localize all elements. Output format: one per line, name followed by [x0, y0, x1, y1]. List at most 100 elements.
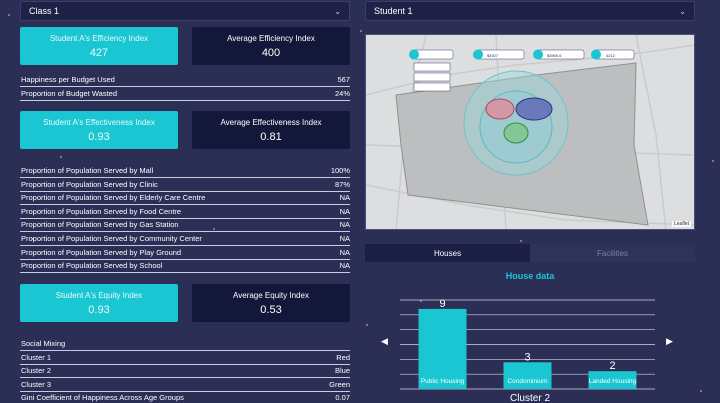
row-value: Red: [336, 353, 350, 362]
population-row: Proportion of Population Served by Gas S…: [20, 219, 350, 232]
student-select[interactable]: Student 1 ⌄: [365, 1, 695, 21]
average-effectiveness-label: Average Effectiveness Index: [220, 117, 322, 127]
map-marker-label: 4212: [606, 53, 616, 58]
map-view[interactable]: $4927 $3900.6 4212 Leaflet: [365, 34, 695, 230]
row-label: Proportion of Population Served by Clini…: [21, 180, 158, 189]
background-star: [60, 156, 62, 158]
map-attribution[interactable]: Leaflet: [671, 221, 691, 227]
social-row: Cluster 1 Red: [20, 352, 350, 365]
student-select-value: Student 1: [374, 6, 413, 16]
category-label: Public Housing: [421, 378, 465, 385]
house-bar-chart: 9 Public Housing 3 Condominium 2 Landed Housi…: [400, 298, 655, 403]
student-effectiveness-card: Student A's Effectiveness Index 0.93: [20, 111, 178, 149]
class-select[interactable]: Class 1 ⌄: [20, 1, 350, 21]
row-value: 87%: [334, 180, 350, 189]
background-star: [213, 228, 215, 230]
social-row: Gini Coefficient of Happiness Across Age…: [20, 392, 350, 403]
row-label: Happiness per Budget Used: [21, 75, 115, 84]
category-label: Landed Housing: [589, 378, 637, 385]
row-value: 24%: [334, 89, 350, 98]
row-label: Proportion of Population Served by Food …: [21, 207, 182, 216]
row-value: 567: [337, 75, 350, 84]
row-value: NA: [339, 248, 350, 257]
bar-value-label: 3: [524, 351, 530, 363]
previous-arrow-icon[interactable]: ◀: [381, 336, 388, 346]
row-label: Cluster 2: [21, 366, 52, 375]
population-row: Proportion of Population Served by Elder…: [20, 192, 350, 205]
average-effectiveness-card: Average Effectiveness Index 0.81: [192, 111, 350, 149]
category-label: Condominium: [507, 378, 547, 385]
map-marker-label: $3900.6: [547, 53, 562, 58]
row-value: NA: [339, 207, 350, 216]
row-label: Proportion of Budget Wasted: [21, 89, 118, 98]
background-star: [712, 160, 714, 162]
tab-houses[interactable]: Houses: [365, 244, 530, 262]
chevron-down-icon: ⌄: [334, 6, 341, 16]
row-label: Proportion of Population Served by Gas S…: [21, 220, 179, 229]
average-equity-card: Average Equity Index 0.53: [192, 284, 350, 322]
efficiency-row: Happiness per Budget Used 567: [20, 74, 350, 87]
cluster-red: [485, 98, 515, 120]
student-effectiveness-label: Student A's Effectiveness Index: [43, 117, 155, 127]
student-equity-value: 0.93: [88, 303, 110, 316]
bar: [503, 362, 552, 389]
row-label: Proportion of Population Served by Schoo…: [21, 261, 163, 270]
tab-bar: Houses Facilities: [365, 244, 695, 262]
row-label: Proportion of Population Served by Commu…: [21, 234, 202, 243]
chevron-down-icon: ⌄: [679, 6, 686, 16]
average-efficiency-value: 400: [261, 46, 281, 59]
population-row: Proportion of Population Served by Play …: [20, 247, 350, 260]
row-label: Proportion of Population Served by Elder…: [21, 193, 206, 202]
class-select-value: Class 1: [29, 6, 60, 16]
background-star: [700, 390, 702, 392]
map-top-markers: $4927 $3900.6 4212: [409, 49, 635, 60]
student-efficiency-label: Student A's Efficiency Index: [49, 33, 149, 43]
average-efficiency-label: Average Efficiency Index: [227, 33, 315, 43]
chart-title: House data: [505, 271, 555, 281]
population-row: Proportion of Population Served by Clini…: [20, 179, 350, 192]
population-row: Proportion of Population Served by Commu…: [20, 233, 350, 246]
map-canvas: $4927 $3900.6 4212: [366, 35, 694, 229]
social-row: Cluster 3 Green: [20, 379, 350, 392]
row-value: NA: [339, 234, 350, 243]
student-efficiency-value: 427: [89, 46, 109, 59]
average-equity-label: Average Equity Index: [233, 290, 309, 300]
population-row: Proportion of Population Served by Schoo…: [20, 260, 350, 273]
row-value: NA: [339, 193, 350, 202]
population-row: Proportion of Population Served by Mall …: [20, 165, 350, 178]
row-value: 0.07: [335, 393, 350, 402]
student-efficiency-card: Student A's Efficiency Index 427: [20, 27, 178, 65]
next-arrow-icon[interactable]: ▶: [666, 336, 673, 346]
student-equity-card: Student A's Equity Index 0.93: [20, 284, 178, 322]
bar-value-label: 2: [609, 360, 615, 372]
row-label: Gini Coefficient of Happiness Across Age…: [21, 393, 184, 402]
cluster-green: [503, 122, 529, 144]
student-effectiveness-value: 0.93: [88, 130, 110, 143]
row-value: NA: [339, 261, 350, 270]
average-effectiveness-value: 0.81: [260, 130, 282, 143]
row-value: NA: [339, 220, 350, 229]
background-star: [8, 14, 10, 16]
row-value: 100%: [330, 166, 350, 175]
row-label: Proportion of Population Served by Mall: [21, 166, 154, 175]
row-label: Social Mixing: [21, 339, 66, 348]
map-legend-panel: [413, 62, 451, 92]
student-equity-label: Student A's Equity Index: [55, 290, 143, 300]
social-row: Cluster 2 Blue: [20, 365, 350, 378]
tab-facilities[interactable]: Facilities: [530, 244, 695, 262]
bar: [418, 308, 467, 389]
map-marker-label: $4927: [487, 53, 499, 58]
average-equity-value: 0.53: [260, 303, 282, 316]
background-star: [360, 30, 362, 32]
row-label: Cluster 3: [21, 380, 52, 389]
background-star: [520, 240, 522, 242]
average-efficiency-card: Average Efficiency Index 400: [192, 27, 350, 65]
row-value: Blue: [334, 366, 350, 375]
cluster-blue: [515, 97, 553, 121]
bar-value-label: 9: [439, 298, 445, 310]
row-value: Green: [329, 380, 350, 389]
background-star: [32, 238, 34, 240]
efficiency-row: Proportion of Budget Wasted 24%: [20, 88, 350, 101]
map-region: [395, 62, 649, 226]
bar: [588, 371, 637, 389]
